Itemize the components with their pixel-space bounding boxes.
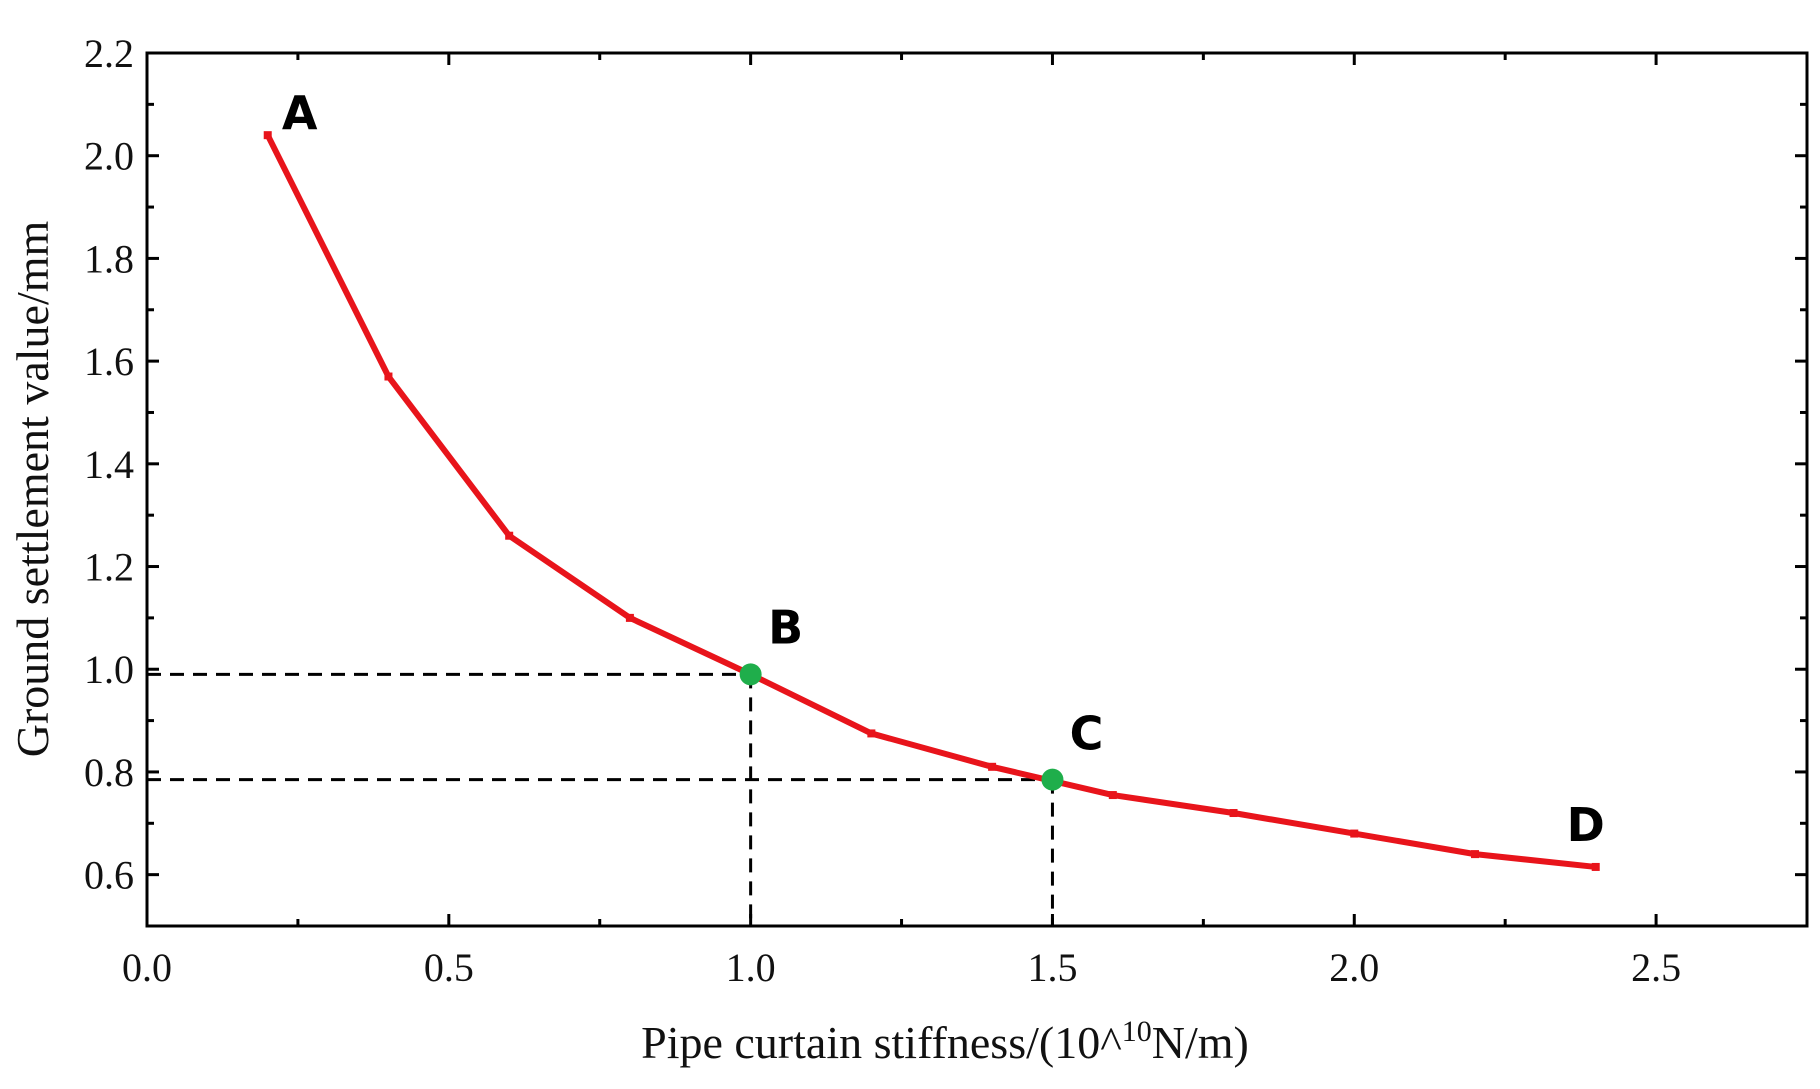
y-tick-label: 1.8	[84, 236, 134, 281]
x-tick-label: 1.0	[726, 945, 776, 990]
x-tick-label: 1.5	[1027, 945, 1077, 990]
axis-ticks: 0.0 0.5 1.0 1.5 2.0 2.5 0.6 0.8 1.0 1.2 1.4 1.6 1.8 2…	[84, 31, 1807, 990]
y-axis-title: Ground settlement value/mm	[7, 221, 58, 758]
x-axis-title-main: Pipe curtain stiffness/(10^	[641, 1017, 1122, 1068]
annotation-d: D	[1567, 798, 1605, 852]
x-tick-label: 0.0	[122, 945, 172, 990]
highlight-point-c	[1041, 768, 1064, 791]
y-tick-label: 1.0	[84, 647, 134, 692]
annotation-b: B	[768, 600, 803, 654]
x-tick-label: 0.5	[424, 945, 474, 990]
reference-lines	[147, 672, 1054, 926]
series-line	[264, 132, 1599, 870]
data-point	[384, 372, 393, 381]
data-point	[505, 531, 514, 540]
data-point	[867, 729, 876, 738]
data-point	[988, 762, 997, 771]
x-axis-title-tail: N/m)	[1152, 1017, 1249, 1068]
y-tick-label: 1.6	[84, 339, 134, 384]
data-point	[1229, 809, 1238, 818]
data-point	[1108, 791, 1117, 800]
data-point	[1591, 862, 1600, 871]
y-tick-label: 2.2	[84, 31, 134, 76]
annotation-a: A	[282, 86, 318, 140]
highlight-point-b	[739, 663, 762, 686]
y-tick-label: 1.4	[84, 442, 134, 487]
series-markers	[263, 131, 1600, 871]
highlight-points	[739, 663, 1064, 791]
plot-frame	[145, 51, 1809, 928]
data-point	[263, 131, 272, 140]
data-point	[625, 613, 634, 622]
y-tick-label: 2.0	[84, 134, 134, 179]
y-tick-label: 0.6	[84, 853, 134, 898]
x-tick-label: 2.5	[1631, 945, 1681, 990]
point-annotations: A B C D	[282, 86, 1605, 852]
y-tick-label: 1.2	[84, 545, 134, 590]
x-tick-label: 2.0	[1329, 945, 1379, 990]
data-point	[1350, 829, 1359, 838]
x-axis-title-sup: 10	[1122, 1015, 1152, 1048]
data-point	[1471, 850, 1479, 859]
annotation-c: C	[1070, 707, 1104, 761]
x-axis-title: Pipe curtain stiffness/(10^10N/m)	[641, 1015, 1249, 1068]
y-tick-label: 0.8	[84, 750, 134, 795]
